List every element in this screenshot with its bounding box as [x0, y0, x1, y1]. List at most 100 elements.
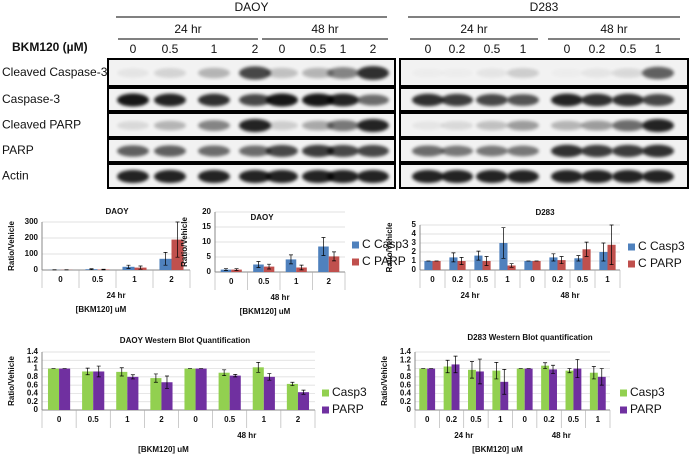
group-label: 48 hr [270, 293, 289, 302]
y-tick-label: 1 [407, 364, 412, 373]
error-bar [451, 252, 456, 263]
error-bar [502, 369, 507, 395]
bar [582, 249, 591, 270]
y-tick-label: 0.2 [27, 397, 39, 406]
x-tick-label: 1 [605, 275, 610, 284]
y-tick-label: 2 [412, 247, 417, 256]
error-bar [445, 359, 450, 374]
group-label: 48 hr [311, 22, 338, 36]
band [239, 169, 271, 184]
y-axis-label: Ratio/Vehicle [7, 221, 16, 271]
band [581, 144, 613, 158]
band [441, 145, 473, 157]
band [612, 169, 644, 184]
x-tick-label: 1 [132, 275, 137, 284]
bar [549, 257, 558, 270]
error-bar [477, 358, 482, 385]
band [581, 120, 613, 131]
legend-label: Casp3 [630, 385, 665, 399]
y-tick-label: 0.6 [27, 380, 39, 389]
y-axis-label: Ratio/Vehicle [380, 356, 389, 406]
error-bar [509, 263, 514, 268]
band [412, 121, 444, 130]
bar [532, 261, 541, 270]
dose: 2 [252, 42, 259, 56]
x-tick-label: 0.5 [258, 277, 270, 286]
y-tick-label: 0 [407, 405, 412, 414]
error-bar [543, 362, 548, 369]
band [117, 121, 149, 130]
error-bar [267, 373, 272, 381]
y-axis-label: Ratio/Vehicle [180, 217, 189, 267]
band [266, 93, 298, 107]
legend-swatch [352, 258, 359, 266]
x-tick-label: 0.2 [552, 275, 564, 284]
y-tick-label: 0.4 [400, 389, 412, 398]
bar [253, 264, 264, 272]
x-tick-label: 2 [327, 277, 332, 286]
band [581, 169, 613, 184]
y-tick-label: 1.2 [27, 355, 39, 364]
band [302, 67, 334, 79]
band [239, 118, 271, 133]
y-tick-label: 0.2 [400, 397, 412, 406]
band [476, 169, 508, 184]
band [198, 120, 230, 131]
band [476, 145, 508, 157]
band [642, 144, 674, 158]
y-tick-label: 100 [25, 249, 39, 258]
x-tick-label: 0 [530, 275, 535, 284]
bar [574, 258, 583, 270]
band [198, 169, 230, 184]
band [642, 169, 674, 184]
bar [516, 368, 525, 410]
error-bar [469, 361, 474, 379]
band [117, 145, 149, 157]
error-bar [222, 369, 227, 376]
error-bar [267, 263, 272, 270]
bar [468, 369, 476, 410]
band [612, 119, 644, 132]
chart-title: D283 [535, 208, 555, 217]
y-tick-label: 20 [202, 207, 211, 216]
bar [432, 261, 441, 270]
band [507, 145, 539, 157]
dose: 0.5 [310, 42, 327, 56]
error-bar [599, 368, 604, 386]
band [327, 169, 359, 184]
bar [427, 368, 436, 410]
dose: 0 [564, 42, 571, 56]
x-tick-label: 0 [193, 415, 198, 424]
x-tick-label: 1 [294, 277, 299, 286]
y-tick-label: 1 [34, 364, 39, 373]
bar [150, 378, 162, 410]
legend-label: PARP [630, 402, 662, 416]
bar [524, 261, 533, 270]
bar [443, 366, 452, 410]
dose: 0 [279, 42, 286, 56]
bar [507, 265, 516, 270]
legend-swatch [628, 260, 635, 268]
band [476, 68, 508, 78]
band [412, 93, 444, 107]
error-bar [223, 268, 228, 271]
bar [252, 367, 264, 410]
x-tick-label: 0 [58, 275, 63, 284]
error-bar [301, 389, 306, 395]
error-bar [601, 242, 606, 262]
blot-strip [399, 58, 689, 87]
legend-swatch [322, 389, 329, 397]
bar [492, 370, 501, 410]
bar [557, 260, 566, 270]
band [154, 68, 186, 78]
legend-label: Casp3 [332, 385, 367, 399]
bar [424, 261, 433, 270]
band [302, 120, 334, 131]
x-tick-label: 2 [159, 415, 164, 424]
band [327, 120, 359, 131]
legend-swatch [352, 241, 359, 249]
error-bar [321, 237, 326, 256]
bar [47, 368, 60, 410]
band [507, 94, 539, 106]
row-label: Actin [2, 169, 29, 183]
